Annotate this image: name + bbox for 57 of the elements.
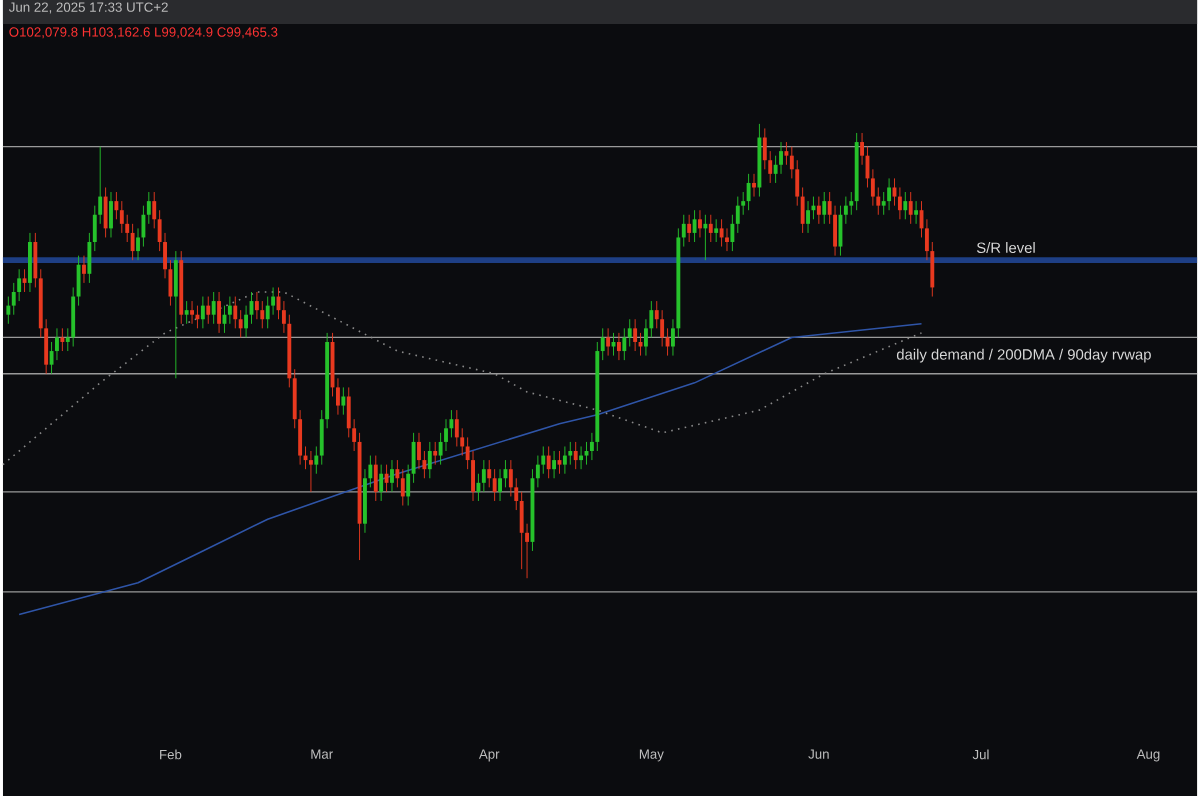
candlestick [217,291,222,334]
candlestick [341,386,346,416]
candlestick [103,186,108,238]
candlestick [28,232,32,293]
candlestick [719,218,724,247]
candlestick [492,468,497,502]
candlestick [698,209,702,238]
candlestick [184,300,189,325]
candlestick [687,214,692,243]
candlestick [227,296,232,325]
candlestick [417,432,421,470]
candlestick [622,327,627,361]
candlestick [308,450,313,493]
candlestick [568,441,573,466]
candlestick [481,459,486,493]
candlestick [379,464,384,502]
candlestick [109,191,113,238]
candlestick [390,459,394,493]
candlestick [190,300,194,325]
candlestick [233,296,238,329]
candlestick [562,445,567,475]
candlestick [400,468,405,506]
candlestick [173,250,178,379]
candlestick [433,441,438,466]
candlestick [119,200,124,234]
candlestick [606,327,611,357]
candlestick [206,296,211,325]
candlestick [806,200,810,234]
candlestick [254,291,259,320]
candlestick [714,218,719,243]
candlestick [427,441,432,479]
candlestick [60,327,65,352]
candlestick [746,173,751,211]
candlestick [373,455,378,502]
candlestick [498,468,502,502]
candlestick [573,441,578,470]
candlestick [725,227,729,252]
candlestick [692,209,697,243]
candlestick [779,141,783,175]
candlestick [633,318,638,352]
candlestick [914,200,919,225]
candlestick [822,191,827,225]
candlestick [211,291,216,325]
candlestick [82,255,86,284]
candlestick [816,196,821,225]
candlestick [887,177,892,211]
candlestick [903,191,908,220]
candlestick [546,445,551,479]
candlestick [260,300,265,329]
candlestick [897,186,902,220]
candlestick [552,450,557,479]
candlestick [384,464,389,493]
candlestick [908,191,913,225]
candlestick [708,214,713,243]
candlestick [616,332,621,361]
candlestick [130,223,135,261]
candlestick [200,296,205,329]
